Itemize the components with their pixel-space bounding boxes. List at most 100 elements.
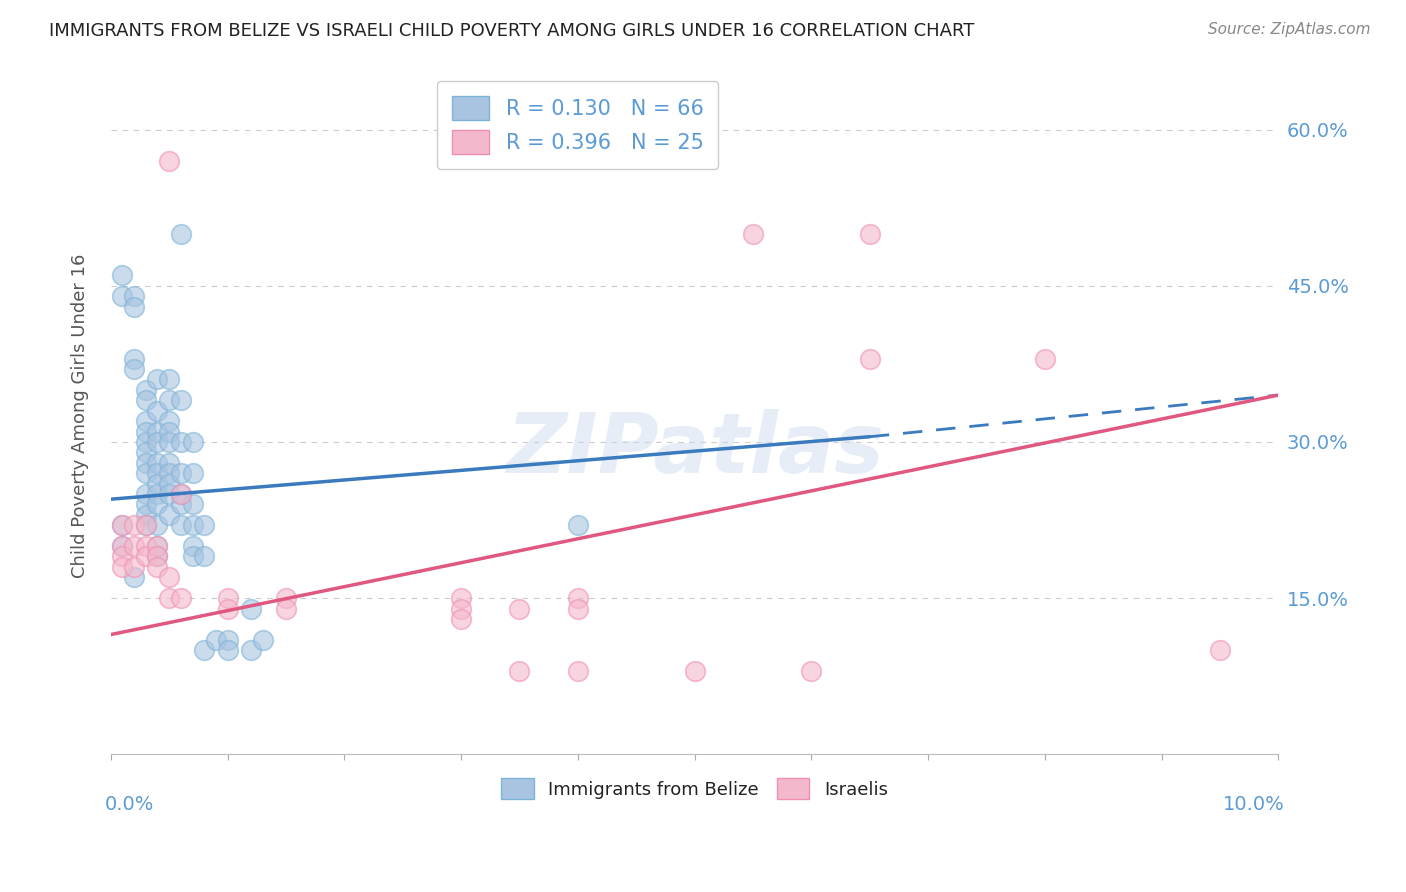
Point <box>135 497 157 511</box>
Point <box>217 632 239 647</box>
Point <box>157 570 180 584</box>
Text: 0.0%: 0.0% <box>105 795 155 814</box>
Point <box>157 456 180 470</box>
Point <box>193 643 215 657</box>
Point <box>122 362 145 376</box>
Legend: Immigrants from Belize, Israelis: Immigrants from Belize, Israelis <box>494 771 896 806</box>
Point <box>135 445 157 459</box>
Text: IMMIGRANTS FROM BELIZE VS ISRAELI CHILD POVERTY AMONG GIRLS UNDER 16 CORRELATION: IMMIGRANTS FROM BELIZE VS ISRAELI CHILD … <box>49 22 974 40</box>
Point <box>157 414 180 428</box>
Point <box>111 289 134 303</box>
Point <box>181 539 204 553</box>
Point <box>146 539 169 553</box>
Point <box>800 664 823 678</box>
Point <box>146 549 169 564</box>
Point <box>111 268 134 283</box>
Text: Source: ZipAtlas.com: Source: ZipAtlas.com <box>1208 22 1371 37</box>
Point <box>111 518 134 533</box>
Point <box>146 518 169 533</box>
Point <box>146 434 169 449</box>
Point <box>146 487 169 501</box>
Point <box>1033 351 1056 366</box>
Point <box>135 425 157 439</box>
Point <box>450 591 472 606</box>
Point <box>239 601 262 615</box>
Point <box>111 549 134 564</box>
Point <box>170 487 193 501</box>
Text: ZIPatlas: ZIPatlas <box>506 409 883 491</box>
Point <box>157 466 180 480</box>
Point <box>135 539 157 553</box>
Point <box>181 549 204 564</box>
Point <box>146 425 169 439</box>
Point <box>135 487 157 501</box>
Point <box>181 434 204 449</box>
Point <box>135 518 157 533</box>
Point <box>146 539 169 553</box>
Point <box>157 393 180 408</box>
Point <box>146 560 169 574</box>
Point <box>111 539 134 553</box>
Point <box>122 351 145 366</box>
Point <box>274 601 297 615</box>
Point <box>135 466 157 480</box>
Point <box>157 508 180 522</box>
Point <box>111 539 134 553</box>
Point <box>157 476 180 491</box>
Point <box>859 351 882 366</box>
Point <box>205 632 228 647</box>
Point <box>122 570 145 584</box>
Point <box>122 539 145 553</box>
Point <box>217 643 239 657</box>
Point <box>146 466 169 480</box>
Point <box>122 518 145 533</box>
Point <box>122 289 145 303</box>
Point <box>742 227 765 241</box>
Point <box>170 497 193 511</box>
Point <box>181 497 204 511</box>
Point <box>683 664 706 678</box>
Point <box>170 393 193 408</box>
Point <box>274 591 297 606</box>
Point <box>157 425 180 439</box>
Point <box>135 434 157 449</box>
Point <box>146 372 169 386</box>
Point <box>135 508 157 522</box>
Point <box>170 591 193 606</box>
Point <box>157 434 180 449</box>
Point <box>170 434 193 449</box>
Point <box>111 560 134 574</box>
Point <box>508 664 530 678</box>
Point <box>567 664 589 678</box>
Point <box>859 227 882 241</box>
Point <box>157 487 180 501</box>
Point <box>122 300 145 314</box>
Point <box>181 518 204 533</box>
Point <box>135 393 157 408</box>
Point <box>567 518 589 533</box>
Point <box>252 632 274 647</box>
Point <box>1209 643 1232 657</box>
Point <box>157 372 180 386</box>
Point <box>135 383 157 397</box>
Point <box>239 643 262 657</box>
Point <box>146 403 169 417</box>
Point <box>146 476 169 491</box>
Point <box>193 549 215 564</box>
Text: 10.0%: 10.0% <box>1223 795 1284 814</box>
Point <box>157 591 180 606</box>
Point <box>157 153 180 168</box>
Point <box>450 612 472 626</box>
Y-axis label: Child Poverty Among Girls Under 16: Child Poverty Among Girls Under 16 <box>72 253 89 578</box>
Point <box>567 591 589 606</box>
Point <box>217 601 239 615</box>
Point <box>217 591 239 606</box>
Point <box>193 518 215 533</box>
Point <box>111 518 134 533</box>
Point <box>567 601 589 615</box>
Point <box>170 487 193 501</box>
Point <box>170 518 193 533</box>
Point <box>450 601 472 615</box>
Point <box>135 549 157 564</box>
Point <box>508 601 530 615</box>
